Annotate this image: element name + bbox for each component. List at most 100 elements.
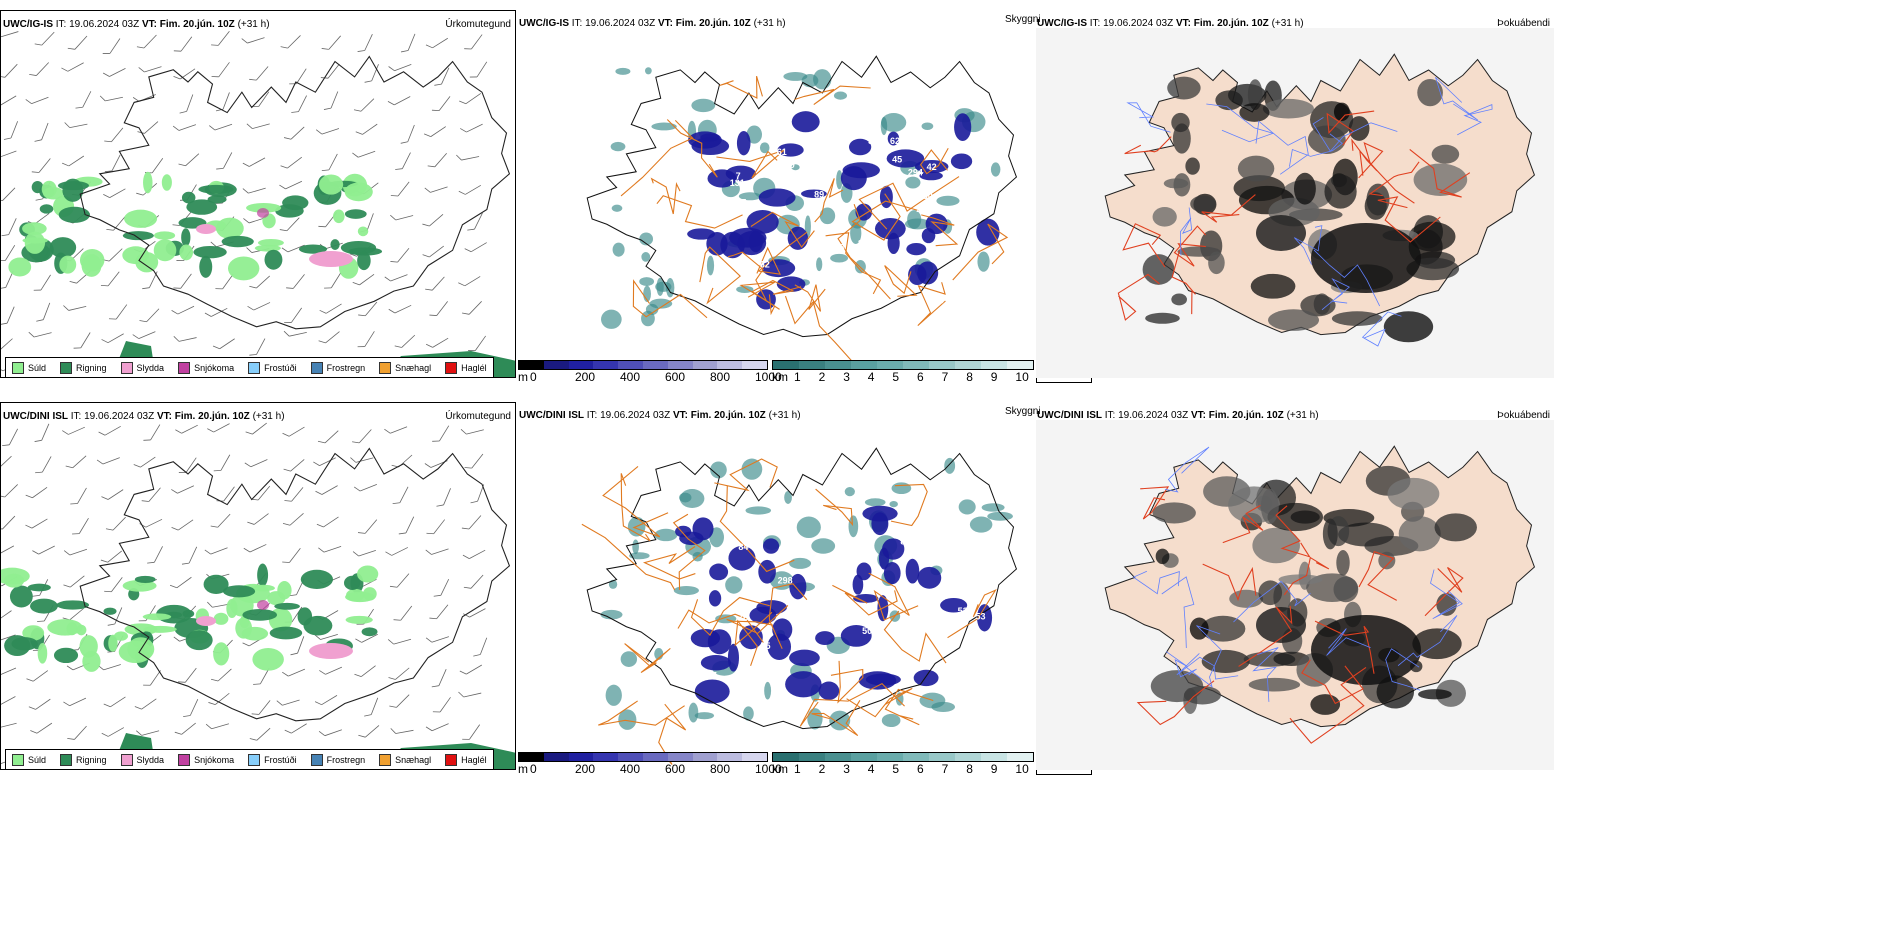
wind-barb xyxy=(282,547,301,563)
cloud-base-value: 89 xyxy=(814,190,824,200)
wind-barb xyxy=(364,64,379,83)
wind-barb xyxy=(62,155,85,167)
wind-barb xyxy=(133,456,156,468)
wind-barb xyxy=(432,697,451,713)
wind-barb xyxy=(283,459,305,472)
wind-barb xyxy=(63,697,87,707)
panel-header: UWC/IG-IS IT: 19.06.2024 03Z VT: Fim. 20… xyxy=(1037,18,1304,29)
height-tick: 0 xyxy=(530,370,537,384)
precip-legend-item: Súld xyxy=(12,754,46,766)
wind-barb xyxy=(425,548,449,555)
fog-map xyxy=(1036,28,1554,378)
wind-barb xyxy=(104,127,124,143)
fog-core xyxy=(1311,223,1421,293)
wind-barb xyxy=(429,604,449,620)
cloud-base-value: 50 xyxy=(785,160,795,170)
wind-barb xyxy=(434,67,450,86)
wind-barb xyxy=(320,63,340,79)
wind-barb xyxy=(464,453,484,469)
wind-barb xyxy=(136,34,157,49)
wind-barb xyxy=(1,150,17,158)
it-value: 19.06.2024 03Z xyxy=(69,19,140,30)
cloud-base-areas xyxy=(687,111,1000,310)
cloud-base-value: 76 xyxy=(738,612,748,622)
wind-barb xyxy=(249,275,270,289)
model-name: UWC/DINI ISL xyxy=(1037,410,1102,421)
model-name: UWC/IG-IS xyxy=(3,19,53,30)
legend-swatch xyxy=(120,362,133,374)
wind-barb xyxy=(253,667,270,685)
wind-barb xyxy=(65,455,87,469)
snow-area xyxy=(257,208,269,218)
wind-barb xyxy=(390,181,410,197)
wind-barb xyxy=(34,122,49,142)
fog-indicator-panel: UWC/DINI ISL IT: 19.06.2024 03Z VT: Fim.… xyxy=(1036,402,1554,772)
wind-barb xyxy=(391,454,413,468)
precip-map xyxy=(1,422,515,769)
wind-barb xyxy=(314,634,338,640)
cloud-base-value: 88 xyxy=(740,299,750,309)
wind-barb xyxy=(1,667,17,676)
river-network xyxy=(1126,76,1493,347)
vt-label: VT: xyxy=(1190,410,1206,421)
legend-swatch xyxy=(445,754,458,766)
wind-barb xyxy=(1,187,16,202)
model-name: UWC/IG-IS xyxy=(519,18,569,29)
legend-label: Snjókoma xyxy=(194,363,235,373)
wind-barb xyxy=(433,578,450,597)
wind-barb xyxy=(216,486,235,502)
wind-barb xyxy=(436,488,451,507)
wind-barb xyxy=(63,575,85,588)
visibility-tick: 10 xyxy=(1015,370,1029,384)
wind-barb xyxy=(462,724,481,740)
wind-barb xyxy=(321,35,341,50)
it-label: IT: xyxy=(571,18,583,29)
wind-barb xyxy=(279,217,300,232)
precip-legend-item: Slydda xyxy=(120,362,164,374)
precip-areas xyxy=(1,563,379,672)
fog-core xyxy=(1256,215,1306,251)
wind-barb xyxy=(210,668,232,682)
cloud-base-value: 95 xyxy=(825,573,835,583)
wind-barb xyxy=(389,573,410,588)
wind-barb xyxy=(102,38,121,54)
wind-barb xyxy=(392,486,409,504)
vt-value: Fim. 20.jún. 10Z xyxy=(690,410,766,421)
wind-barb xyxy=(138,66,162,73)
visibility-tick: 3 xyxy=(843,762,850,776)
wind-barb xyxy=(353,483,377,492)
wind-barb xyxy=(136,730,160,736)
visibility-unit: km xyxy=(772,762,788,776)
lead-time: (+31 h) xyxy=(252,411,285,422)
cloud-base-value: 52 xyxy=(973,676,983,686)
wind-barb xyxy=(459,93,481,105)
wind-barb xyxy=(32,545,55,555)
precip-legend-item: Súld xyxy=(12,362,46,374)
wind-barb xyxy=(355,633,378,643)
wind-barb xyxy=(1,696,16,706)
wind-barb xyxy=(425,636,450,643)
wind-barb xyxy=(245,422,267,435)
vt-label: VT: xyxy=(657,18,673,29)
cloud-base-value: 65 xyxy=(758,592,768,602)
wind-barb xyxy=(249,727,271,741)
wind-barb xyxy=(1,31,19,38)
precip-legend-item: Rigning xyxy=(60,362,107,374)
wind-barb xyxy=(282,426,305,437)
wind-barb xyxy=(105,516,126,531)
wind-barb xyxy=(426,519,446,535)
wind-barb xyxy=(282,668,306,677)
wind-barb xyxy=(2,428,19,446)
visibility-colorbar xyxy=(772,360,1034,370)
wind-barb xyxy=(352,429,372,444)
precip-legend-item: Slydda xyxy=(120,754,164,766)
wind-barb xyxy=(423,126,446,138)
it-value: 19.06.2024 03Z xyxy=(600,410,671,421)
wind-barb xyxy=(249,338,266,356)
wind-barb xyxy=(138,605,156,622)
visibility-tick: 4 xyxy=(867,370,875,384)
cloud-base-value: 63 xyxy=(889,319,899,329)
wind-barb xyxy=(243,544,267,553)
wind-barb xyxy=(355,123,378,135)
wind-barb xyxy=(424,186,448,193)
